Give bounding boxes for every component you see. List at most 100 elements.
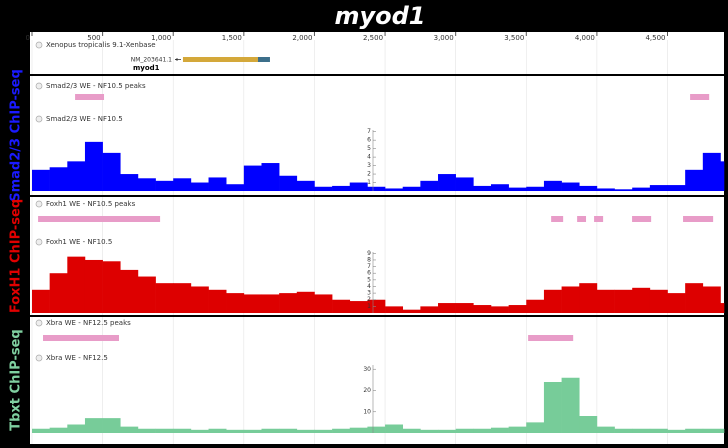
x-tick-label: 1,500 (222, 34, 242, 42)
signal-bar (67, 256, 86, 313)
signal-bar (49, 427, 68, 433)
signal-bar (596, 188, 615, 191)
signal-bar (261, 428, 280, 433)
y-tick-label: 4 (367, 154, 371, 161)
signal-bar (332, 428, 351, 433)
y-tick-label: 1 (367, 179, 371, 186)
signal-bar (243, 429, 262, 433)
signal-bar (332, 185, 351, 191)
signal-bar (614, 428, 633, 433)
strand-arrow-head (175, 58, 178, 61)
peak (528, 335, 574, 341)
signal-bar (102, 152, 121, 191)
signal-bar (279, 293, 298, 313)
track-name: Xenopus tropicalis 9.1-Xenbase (46, 41, 156, 49)
y-tick-label: 1 (367, 303, 371, 310)
track-name: Foxh1 WE - NF10.5 (46, 238, 112, 246)
signal-bar (243, 294, 262, 313)
signal-bar (667, 185, 686, 191)
y-tick-label: 5 (367, 145, 371, 152)
signal-bar (632, 187, 651, 191)
track-icon (35, 200, 43, 208)
signal-bar (102, 418, 121, 433)
track-icon (35, 354, 43, 362)
peak (551, 216, 564, 222)
signal-bar (367, 186, 386, 191)
signal-bar (490, 184, 509, 191)
y-tick-label: 6 (367, 270, 371, 277)
signal-bar (102, 261, 121, 313)
signal-bar (314, 429, 333, 433)
signal-bar (579, 283, 598, 313)
signal-bar (367, 299, 386, 313)
peak (577, 216, 587, 222)
track-icon (35, 41, 43, 49)
signal-bar (84, 418, 103, 433)
signal-bar (473, 428, 492, 433)
signal-bar (455, 303, 474, 313)
title: myod1 (334, 2, 425, 30)
signal-bar (685, 169, 704, 191)
signal-bar (649, 185, 668, 191)
track-icon (35, 319, 43, 327)
signal-bar (561, 286, 580, 313)
peak (43, 335, 119, 341)
y-tick-label: 7 (367, 263, 371, 270)
signal-bar (438, 303, 456, 313)
signal-bar (632, 287, 651, 313)
signal-bar (667, 293, 686, 313)
y-tick-label: 2 (367, 296, 371, 303)
x-tick-label: 500 (87, 34, 100, 42)
signal-bar (543, 382, 562, 433)
x-tick-label: 2,500 (363, 34, 383, 42)
signal-bar (296, 180, 315, 191)
signal-bar (385, 424, 404, 433)
y-tick-label: 9 (367, 250, 371, 257)
signal-bar (173, 428, 192, 433)
signal-bar (173, 283, 192, 313)
signal-bar (473, 305, 492, 313)
track-icon (35, 82, 43, 90)
signal-bar (190, 286, 209, 313)
signal-bar (508, 305, 527, 313)
signal-bar (685, 428, 704, 433)
signal-bar (296, 291, 315, 313)
signal-bar (702, 428, 721, 433)
x-tick-label: 1,000 (151, 34, 171, 42)
peak (38, 216, 161, 222)
signal-bar (314, 186, 333, 191)
signal-bar (526, 422, 545, 433)
signal-bar (632, 428, 651, 433)
signal-bar (226, 184, 245, 191)
peak (594, 216, 604, 222)
signal-bar (155, 428, 174, 433)
signal-bar (473, 185, 492, 191)
x-tick-label: 4,500 (645, 34, 665, 42)
signal-bar (649, 289, 668, 313)
signal-bar (120, 426, 139, 433)
peak (683, 216, 714, 222)
signal-bar (508, 426, 527, 433)
group-label: FoxH1 ChIP-seq (9, 199, 24, 313)
track-icon (35, 115, 43, 123)
signal-bar (120, 174, 139, 191)
signal-bar (261, 163, 280, 191)
x-tick-label: 3,500 (504, 34, 524, 42)
group-label: Smad2/3 ChIP-seq (9, 69, 24, 202)
signal-bar (402, 428, 421, 433)
panel (30, 32, 724, 444)
signal-bar (226, 293, 245, 313)
signal-bar (720, 428, 725, 433)
signal-bar (385, 188, 404, 191)
signal-bar (420, 306, 439, 313)
signal-bar (137, 178, 156, 191)
signal-bar (208, 177, 227, 191)
signal-bar (720, 161, 725, 191)
x-tick-label: 0 (26, 34, 30, 42)
signal-bar (67, 424, 86, 433)
signal-bar (455, 428, 474, 433)
signal-bar (155, 283, 174, 313)
signal-bar (596, 289, 615, 313)
signal-bar (49, 273, 68, 313)
